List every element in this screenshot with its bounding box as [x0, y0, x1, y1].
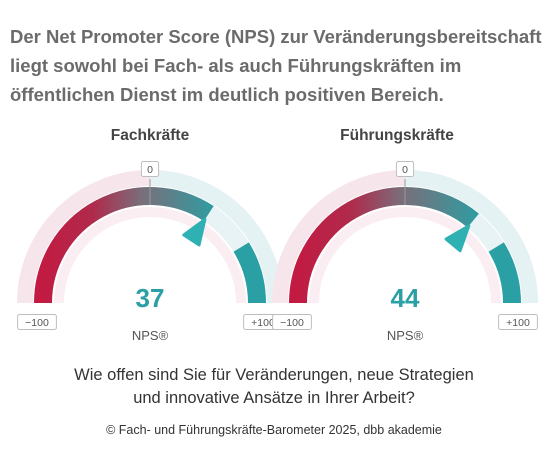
- gauge-end-arc: [233, 242, 266, 304]
- gauge-min-label: −100: [25, 317, 49, 329]
- gauge-2: 44 NPS® 0 −100 +100: [272, 161, 538, 343]
- gauge-outer-band-positive: [149, 170, 283, 304]
- gauge-min-label-box: [272, 314, 312, 330]
- gauge-value-arc: [34, 187, 214, 304]
- source-credit: © Fach- und Führungskräfte-Barometer 202…: [106, 423, 442, 437]
- gauge-pointer: [444, 224, 471, 253]
- gauge-min-label: −100: [280, 317, 304, 329]
- question-line-1: Wie offen sind Sie für Veränderungen, ne…: [74, 366, 474, 384]
- question: Wie offen sind Sie für Veränderungen, ne…: [0, 364, 548, 410]
- gauge-value-arc: [289, 187, 479, 304]
- gauge-pointer: [182, 217, 207, 247]
- gauge-end-arc: [488, 242, 521, 304]
- gauge-inner-band: [54, 207, 246, 304]
- question-line-2: und innovative Ansätze in Ihrer Arbeit?: [133, 389, 415, 407]
- gauge-max-label-box: [498, 314, 538, 330]
- gauge-title-fachkraefte: Fachkräfte: [110, 127, 190, 144]
- gauge-mid-label: 0: [402, 164, 408, 176]
- gauge-min-label-box: [17, 314, 57, 330]
- gauge-metric-label: NPS®: [132, 328, 169, 343]
- headline: Der Net Promoter Score (NPS) zur Verände…: [10, 26, 542, 105]
- gauge-value: 37: [136, 283, 165, 313]
- gauge-mid-label-box: [140, 161, 160, 177]
- gauge-mid-label: 0: [147, 164, 153, 176]
- gauge-inner-band: [309, 207, 501, 304]
- gauge-max-label: +100: [251, 317, 275, 329]
- gauge-value: 44: [391, 283, 420, 313]
- gauge-1: 37 NPS® 0 −100 +100: [17, 161, 283, 343]
- gauge-metric-label: NPS®: [387, 328, 424, 343]
- nps-gauges: 37 NPS® 0 −100 +100 44 NPS® 0 −100 +100: [17, 161, 538, 343]
- gauge-max-label: +100: [506, 317, 530, 329]
- gauge-outer-band-positive: [404, 170, 538, 304]
- gauge-title-fuehrungskraefte: Führungskräfte: [340, 127, 454, 144]
- gauge-mid-label-box: [395, 161, 415, 177]
